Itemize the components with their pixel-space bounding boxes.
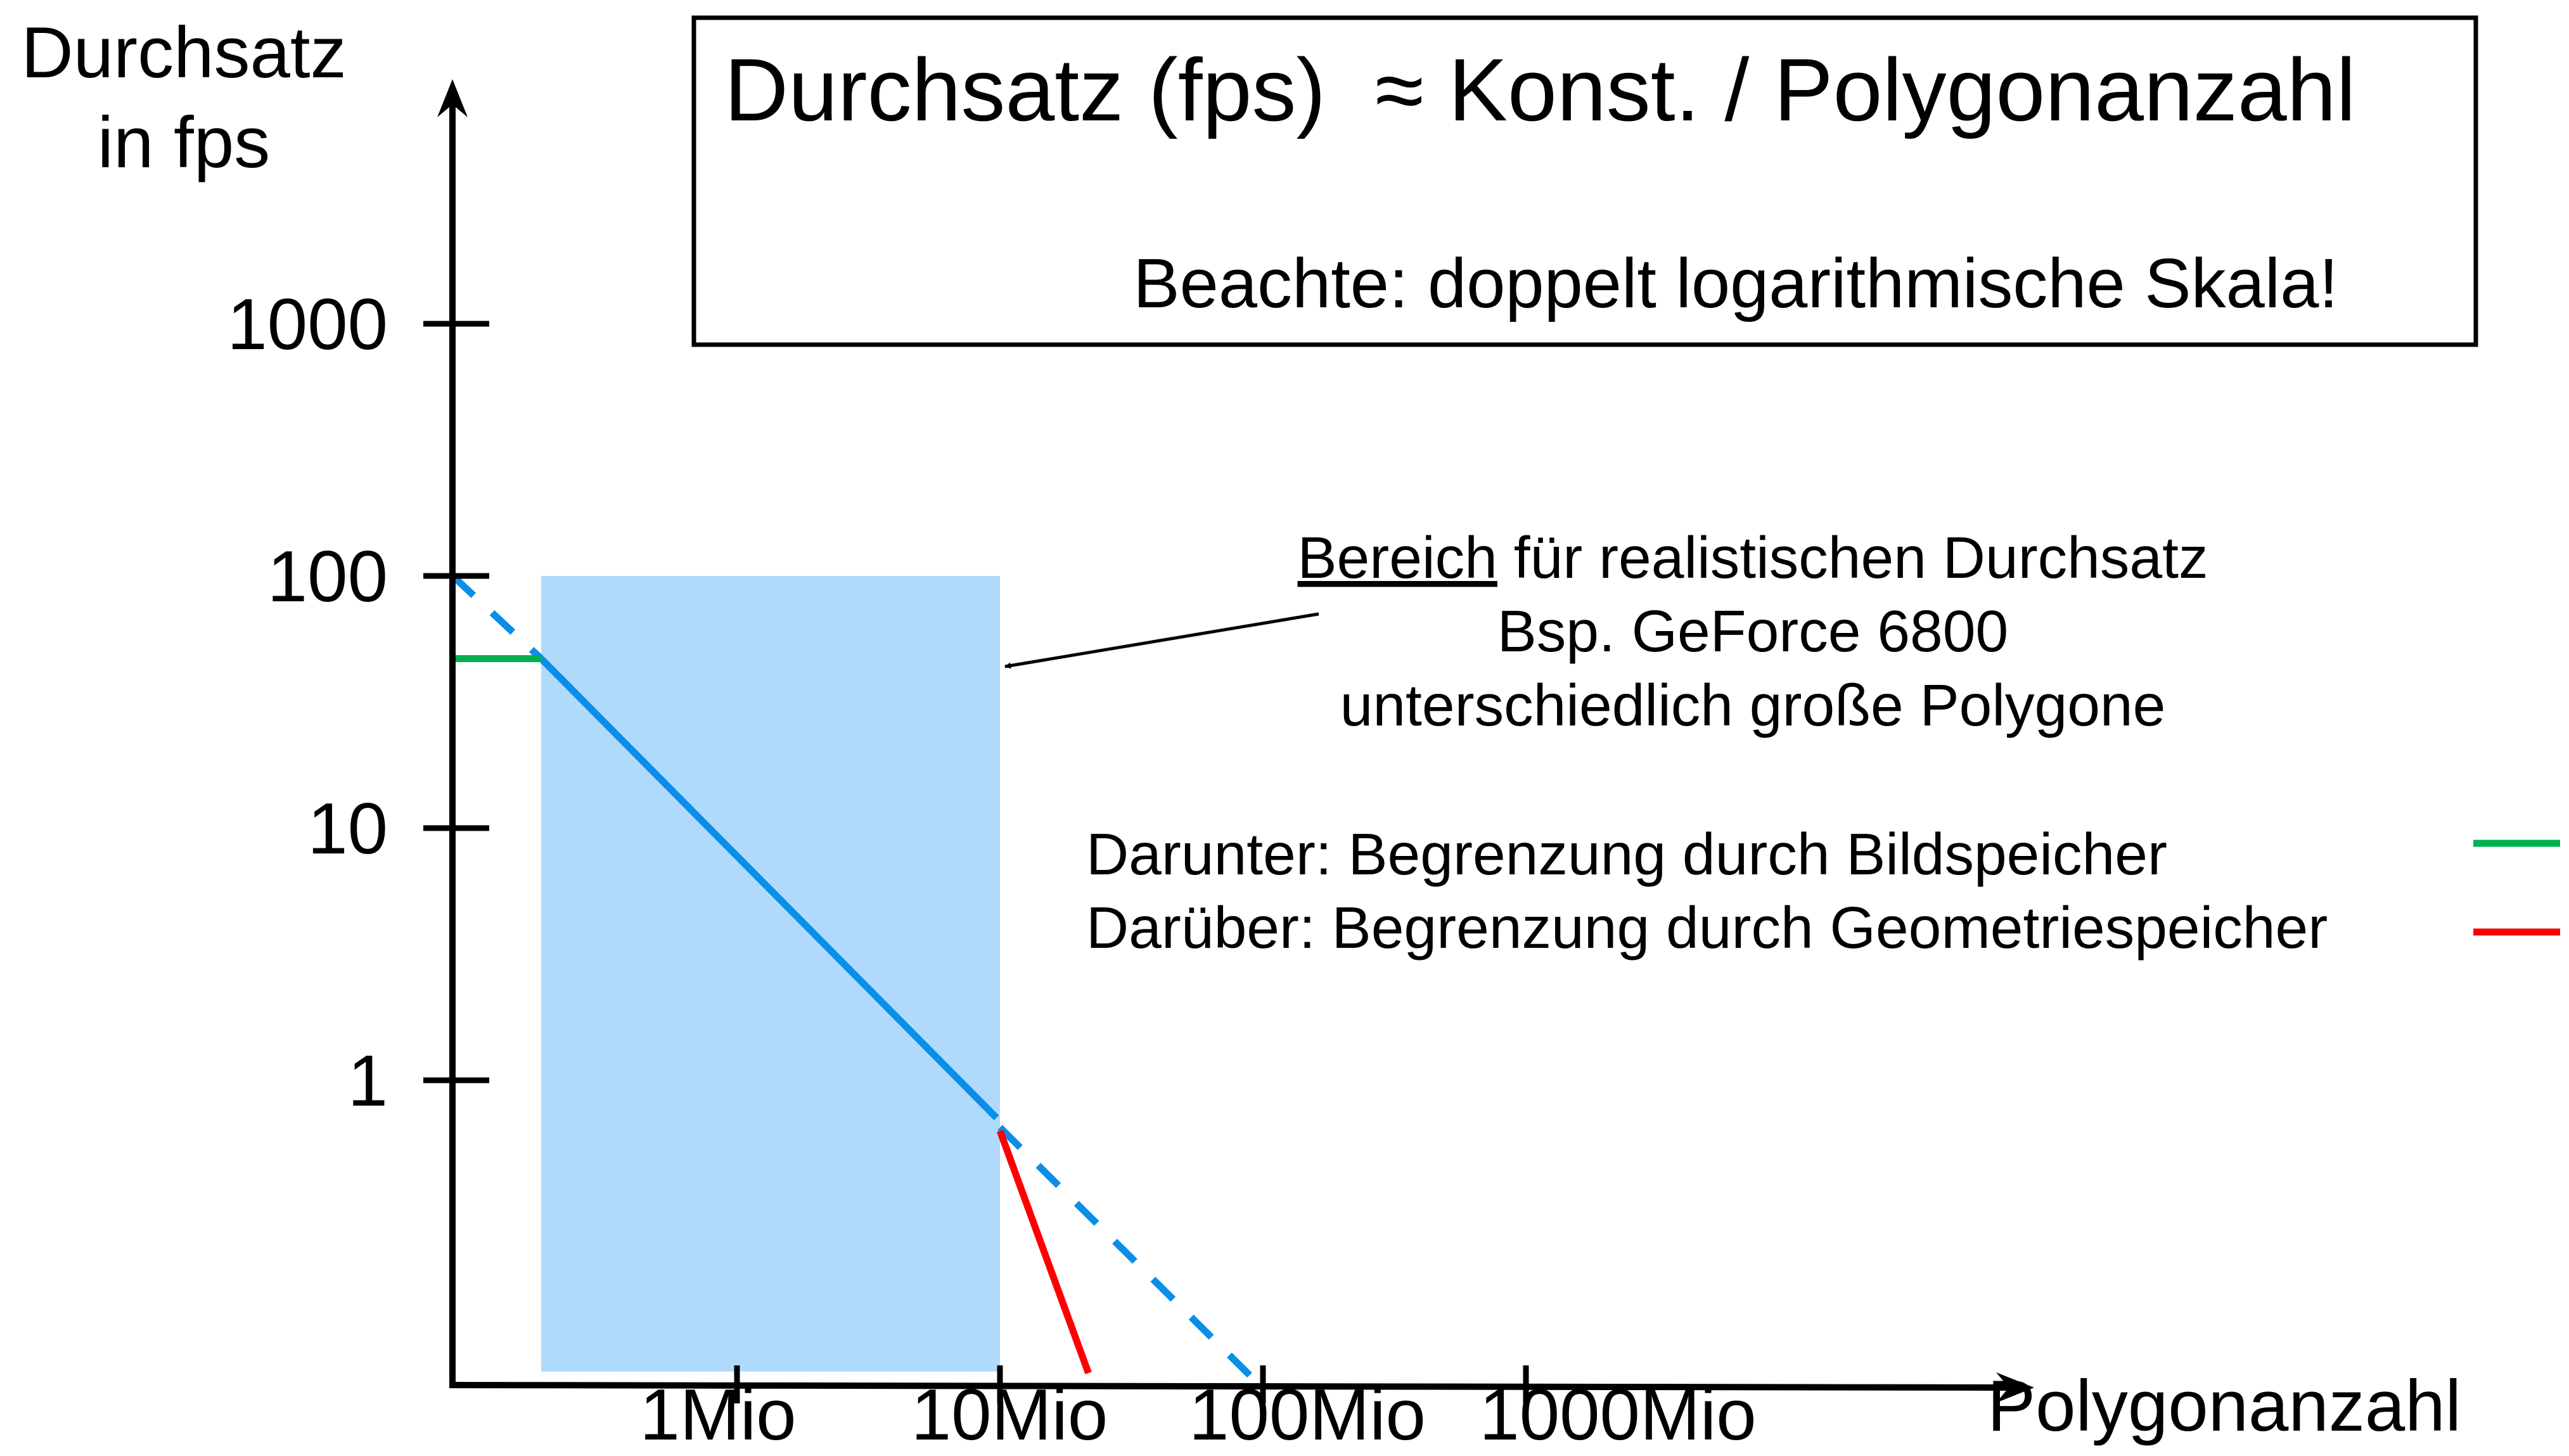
- y-tick-label: 1000: [227, 284, 388, 365]
- legend-label-red: Darüber: Begrenzung durch Geometriespeic…: [1086, 895, 2328, 961]
- series-line-2: [997, 1125, 1265, 1391]
- annotation-arrow: [1004, 612, 1319, 669]
- annotation-line2: Bsp. GeForce 6800: [1497, 598, 2008, 664]
- x-axis-line: [449, 1382, 2016, 1391]
- x-axis-arrow-icon: [1996, 1372, 2034, 1403]
- x-tick-label: 1000Mio: [1479, 1375, 1756, 1455]
- series-line-0: [450, 573, 544, 661]
- x-tick-label: 100Mio: [1189, 1375, 1426, 1455]
- annotation-line3: unterschiedlich große Polygone: [1340, 672, 2166, 738]
- chart-subtitle: Beachte: doppelt logarithmische Skala!: [1133, 245, 2338, 322]
- legend-label-green: Darunter: Begrenzung durch Bildspeicher: [1086, 821, 2167, 887]
- title-box: [691, 15, 2478, 347]
- series-line-4: [996, 1129, 1092, 1375]
- x-axis-label: Polygonanzahl: [1987, 1366, 2461, 1446]
- annotation-line1: Bereich für realistischen Durchsatz: [1298, 525, 2208, 591]
- annotation-underlined: Bereich: [1298, 525, 1497, 591]
- x-tick-label: 1Mio: [639, 1375, 796, 1455]
- annotation-line1-rest: für realistischen Durchsatz: [1497, 525, 2208, 591]
- series-line-1: [539, 656, 999, 1121]
- realistic-region: [541, 576, 1000, 1372]
- y-axis-label-line2: in fps: [98, 103, 270, 183]
- chart-title: Durchsatz (fps) ≈ Konst. / Polygonanzahl: [724, 40, 2356, 139]
- y-axis-label-line1: Durchsatz: [21, 13, 346, 93]
- y-axis-arrow-icon: [437, 79, 468, 117]
- y-tick-label: 100: [267, 537, 388, 617]
- y-tick-label: 1: [348, 1041, 388, 1121]
- y-tick-label: 10: [307, 789, 388, 869]
- x-tick-label: 10Mio: [911, 1375, 1108, 1455]
